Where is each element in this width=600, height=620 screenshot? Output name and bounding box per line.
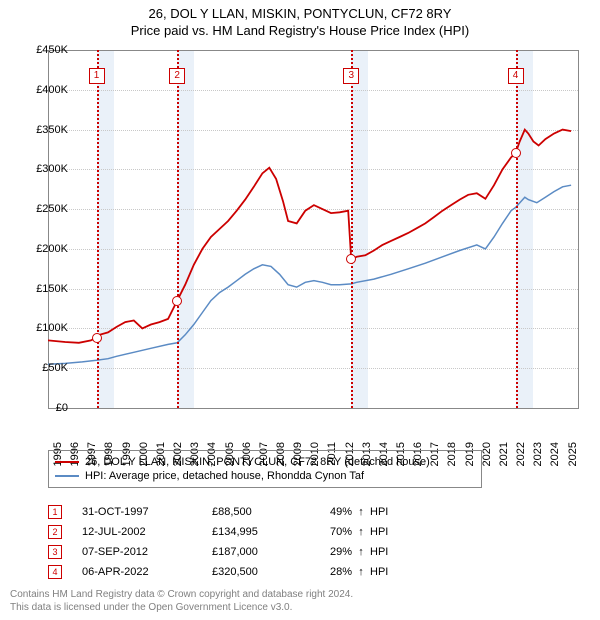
event-price: £88,500 (212, 506, 312, 518)
x-tick-label: 2024 (549, 442, 561, 466)
event-date: 31-OCT-1997 (82, 506, 212, 518)
marker-dot (172, 296, 182, 306)
legend-label-property: 26, DOL Y LLAN, MISKIN, PONTYCLUN, CF72 … (85, 456, 430, 468)
marker-dot (511, 148, 521, 158)
legend: 26, DOL Y LLAN, MISKIN, PONTYCLUN, CF72 … (48, 450, 482, 488)
arrow-up-icon: ↑ (352, 546, 370, 558)
arrow-up-icon: ↑ (352, 526, 370, 538)
y-tick-label: £450K (8, 44, 68, 56)
event-row: 4 06-APR-2022£320,50028%↑HPI (48, 562, 400, 582)
legend-row-hpi: HPI: Average price, detached house, Rhon… (55, 469, 475, 483)
chart-title-address: 26, DOL Y LLAN, MISKIN, PONTYCLUN, CF72 … (0, 0, 600, 21)
marker-vline (516, 50, 518, 408)
footer-line2: This data is licensed under the Open Gov… (10, 601, 353, 614)
x-tick-label: 2022 (515, 442, 527, 466)
event-number-box: 1 (48, 505, 62, 519)
event-date: 06-APR-2022 (82, 566, 212, 578)
series-line (48, 185, 571, 364)
event-row: 2 12-JUL-2002£134,99570%↑HPI (48, 522, 400, 542)
marker-vline (351, 50, 353, 408)
legend-swatch-property (55, 461, 79, 463)
legend-swatch-hpi (55, 475, 79, 477)
footer-line1: Contains HM Land Registry data © Crown c… (10, 588, 353, 601)
event-row: 3 07-SEP-2012£187,00029%↑HPI (48, 542, 400, 562)
y-tick-label: £100K (8, 322, 68, 334)
y-tick-label: £250K (8, 203, 68, 215)
marker-number-box: 1 (89, 68, 105, 84)
marker-number-box: 4 (508, 68, 524, 84)
event-number-box: 2 (48, 525, 62, 539)
event-pct: 28% (312, 566, 352, 578)
event-number-box: 4 (48, 565, 62, 579)
legend-row-property: 26, DOL Y LLAN, MISKIN, PONTYCLUN, CF72 … (55, 455, 475, 469)
event-price: £320,500 (212, 566, 312, 578)
marker-number-box: 2 (169, 68, 185, 84)
event-number-box: 3 (48, 545, 62, 559)
y-tick-label: £50K (8, 362, 68, 374)
y-tick-label: £300K (8, 163, 68, 175)
event-hpi-label: HPI (370, 546, 400, 558)
event-row: 1 31-OCT-1997£88,50049%↑HPI (48, 502, 400, 522)
series-line (48, 130, 571, 343)
arrow-up-icon: ↑ (352, 566, 370, 578)
x-tick-label: 2023 (532, 442, 544, 466)
event-date: 12-JUL-2002 (82, 526, 212, 538)
event-table: 131-OCT-1997£88,50049%↑HPI212-JUL-2002£1… (48, 502, 400, 582)
chart-container: { "title_line1": "26, DOL Y LLAN, MISKIN… (0, 0, 600, 620)
footer-attribution: Contains HM Land Registry data © Crown c… (10, 588, 353, 614)
event-hpi-label: HPI (370, 506, 400, 518)
chart-title-subtitle: Price paid vs. HM Land Registry's House … (0, 21, 600, 38)
event-pct: 49% (312, 506, 352, 518)
x-tick-label: 2020 (481, 442, 493, 466)
event-pct: 29% (312, 546, 352, 558)
marker-dot (92, 333, 102, 343)
marker-number-box: 3 (343, 68, 359, 84)
x-tick-label: 2021 (498, 442, 510, 466)
event-pct: 70% (312, 526, 352, 538)
y-tick-label: £350K (8, 124, 68, 136)
marker-vline (97, 50, 99, 408)
event-date: 07-SEP-2012 (82, 546, 212, 558)
y-tick-label: £400K (8, 84, 68, 96)
marker-vline (177, 50, 179, 408)
y-tick-label: £200K (8, 243, 68, 255)
event-price: £134,995 (212, 526, 312, 538)
line-chart-svg (48, 50, 578, 408)
event-hpi-label: HPI (370, 526, 400, 538)
marker-dot (346, 254, 356, 264)
x-tick-label: 2025 (567, 442, 579, 466)
arrow-up-icon: ↑ (352, 506, 370, 518)
legend-label-hpi: HPI: Average price, detached house, Rhon… (85, 470, 364, 482)
event-price: £187,000 (212, 546, 312, 558)
y-tick-label: £150K (8, 283, 68, 295)
event-hpi-label: HPI (370, 566, 400, 578)
y-tick-label: £0 (8, 402, 68, 414)
